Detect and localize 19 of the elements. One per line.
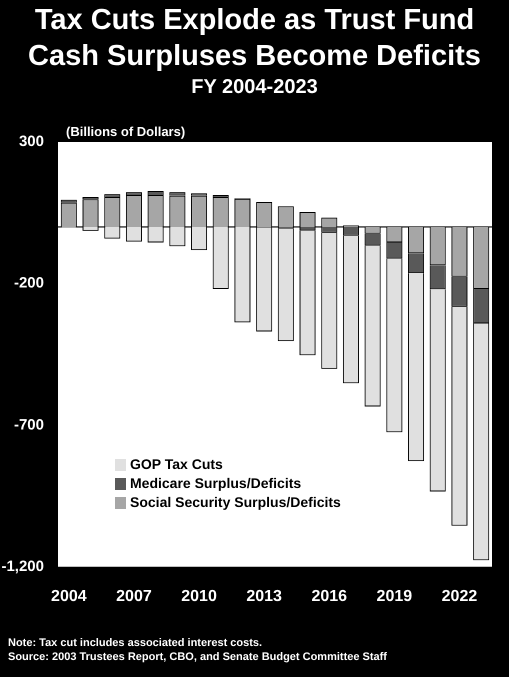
x-tick-label: 2010 — [181, 588, 217, 605]
legend-label: Medicare Surplus/Deficits — [130, 474, 302, 493]
y-axis-title: (Billions of Dollars) — [66, 124, 186, 140]
y-tick-label: -200 — [14, 274, 44, 292]
x-tick-label: 2019 — [376, 588, 412, 605]
y-tick-label: 300 — [18, 133, 44, 150]
legend-label: Social Security Surplus/Deficits — [130, 493, 341, 512]
x-tick-label: 2004 — [51, 588, 87, 605]
x-tick-label: 2022 — [442, 588, 478, 605]
y-tick-label: -700 — [14, 416, 44, 434]
y-tick-label: -1,200 — [1, 558, 44, 575]
chart-subtitle: FY 2004-2023 — [190, 76, 319, 99]
chart-title: Tax Cuts Explode as Trust Fund Cash Surpluses Become Deficits — [27, 3, 482, 74]
source-note: Source: 2003 Trustees Report, CBO, and Senate Budget Committee Staff — [8, 650, 387, 664]
text: Note: Tax cut includes associated interest costs. — [8, 636, 264, 650]
legend-label: GOP Tax Cuts — [130, 455, 223, 474]
x-tick-label: 2016 — [311, 588, 348, 605]
x-tick-label: 2013 — [246, 588, 282, 605]
x-tick-label: 2007 — [116, 588, 152, 605]
